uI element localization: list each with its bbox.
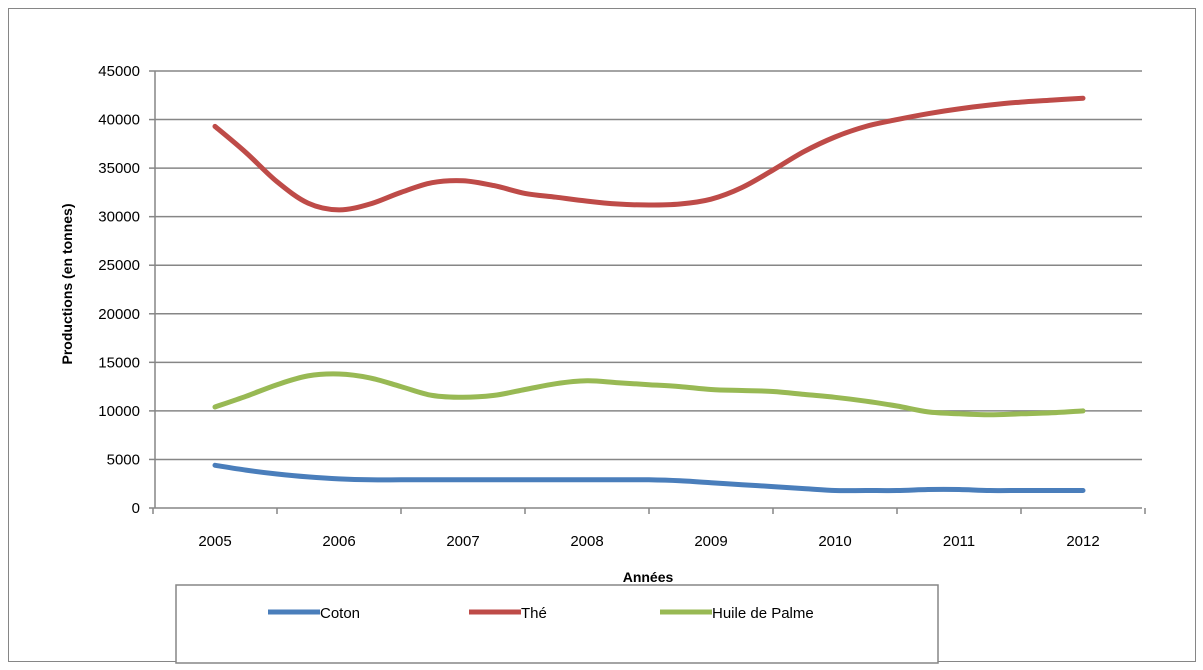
y-tick-label: 40000: [98, 112, 140, 129]
y-tick-label: 35000: [98, 160, 140, 177]
legend-label: Thé: [521, 605, 547, 622]
legend-label: Coton: [320, 605, 360, 622]
y-tick-label: 10000: [98, 403, 140, 420]
series-line-coton: [212, 462, 1086, 494]
y-axis-title: Productions (en tonnes): [59, 204, 75, 365]
x-axis-title: Années: [623, 569, 674, 585]
legend: Coton Thé Huile de Palme: [175, 584, 939, 664]
y-tick-label: 5000: [107, 451, 140, 468]
legend-box: [175, 584, 939, 664]
x-tick-label: 2006: [322, 533, 355, 550]
series-line-huile-de-palme: [212, 371, 1086, 418]
x-tick-label: 2008: [570, 533, 603, 550]
x-tick-label: 2012: [1066, 533, 1099, 550]
gridlines: [149, 70, 1142, 509]
y-tick-label: 15000: [98, 354, 140, 371]
y-tick-labels: 0 5000 10000 15000 20000 25000 30000 35000 40000…: [98, 63, 140, 517]
axes: [152, 71, 1146, 514]
chart-frame: [8, 8, 1196, 662]
x-tick-label: 2005: [198, 533, 231, 550]
y-tick-label: 0: [132, 500, 140, 517]
x-tick-label: 2010: [818, 533, 851, 550]
y-tick-label: 30000: [98, 209, 140, 226]
legend-label: Huile de Palme: [712, 605, 814, 622]
x-tick-labels: 2005 2006 2007 2008 2009 2010 2011 2012: [198, 533, 1099, 550]
y-tick-label: 20000: [98, 306, 140, 323]
x-tick-label: 2009: [694, 533, 727, 550]
series-line-thé: [212, 95, 1086, 213]
y-tick-label: 25000: [98, 257, 140, 274]
x-tick-label: 2011: [943, 533, 975, 550]
series-lines: [212, 95, 1086, 494]
y-tick-label: 45000: [98, 63, 140, 80]
legend-items: Coton Thé Huile de Palme: [268, 605, 814, 622]
x-tick-label: 2007: [446, 533, 479, 550]
